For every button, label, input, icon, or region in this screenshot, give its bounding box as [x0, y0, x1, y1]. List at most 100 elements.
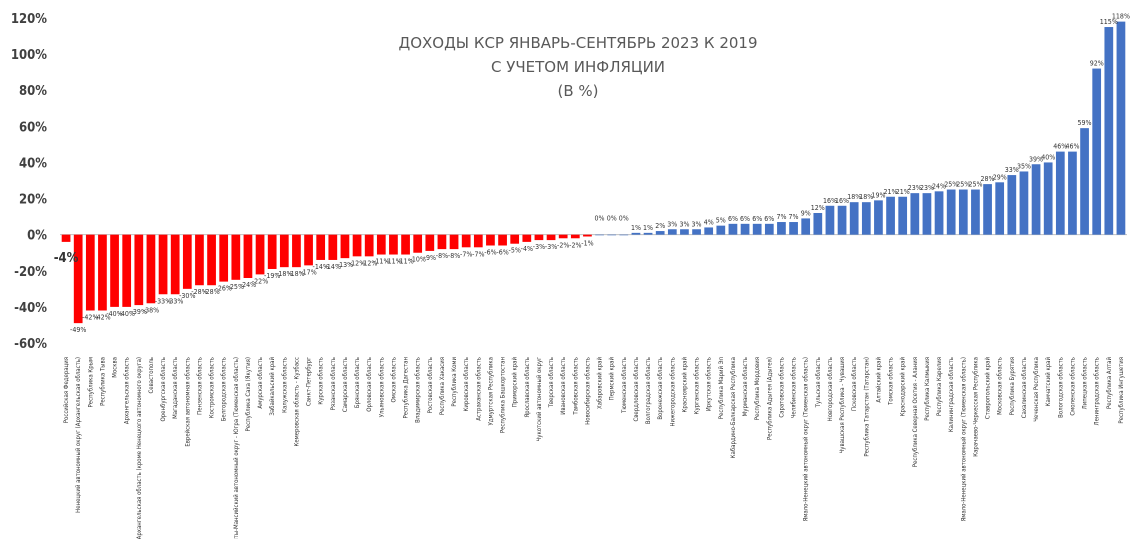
bar	[510, 234, 520, 244]
bar	[874, 200, 883, 235]
bar-value-label: -33%	[155, 297, 171, 305]
bar	[825, 205, 835, 235]
bar	[231, 234, 241, 280]
bar	[61, 234, 71, 242]
bar	[995, 182, 1005, 235]
bar-value-label: 23%	[920, 184, 934, 192]
category-label: Республика Ингушетия	[1118, 357, 1125, 424]
category-label: Тамбовская область	[572, 357, 579, 416]
bar-value-label: -10%	[410, 256, 426, 264]
bar-value-label: -42%	[94, 314, 110, 322]
bar	[158, 234, 168, 295]
category-label: Курская область	[318, 357, 325, 405]
bar-value-label: 25%	[944, 181, 958, 189]
bar-value-label: -13%	[337, 261, 353, 269]
bar	[740, 223, 750, 235]
bar-value-label: 40%	[1041, 153, 1055, 161]
bar	[473, 234, 483, 248]
bar-value-label: 35%	[1017, 162, 1031, 170]
bar	[267, 234, 277, 269]
category-label: Рязанская область	[330, 357, 337, 410]
bar	[340, 234, 350, 259]
category-label: Республика Карелия	[936, 357, 943, 416]
category-label: Ярославская область	[524, 357, 531, 418]
category-label: Чеченская Республика	[1033, 357, 1040, 422]
category-label: Республика Коми	[451, 357, 458, 407]
category-label: Курганская область	[694, 357, 701, 414]
category-label: Иркутская область	[706, 357, 713, 411]
category-label: Нижегородская область	[669, 357, 676, 427]
bar	[849, 202, 859, 235]
bar-value-label: -5%	[509, 247, 521, 255]
bar-value-label: 3%	[679, 220, 689, 228]
category-label: Тульская область	[815, 357, 822, 408]
category-label: Республика Саха (Якутия)	[245, 357, 252, 431]
bar-value-label: 23%	[908, 184, 922, 192]
bar-value-label: -18%	[276, 270, 292, 278]
bars-group	[61, 21, 1126, 324]
category-label: Республика Тыва	[99, 357, 106, 406]
bar-value-label: 24%	[932, 182, 946, 190]
bar-value-label: -49%	[70, 326, 86, 334]
category-label: Республика Башкортостан	[500, 357, 507, 434]
category-label: Брянская область	[354, 357, 361, 408]
bar-value-label: -8%	[448, 252, 460, 260]
bar	[777, 222, 786, 235]
bar	[437, 234, 447, 250]
category-label: Пермский край	[609, 357, 616, 401]
bar-value-label: -39%	[131, 308, 147, 316]
bar-value-label: 18%	[859, 193, 873, 201]
bar-value-label: 28%	[981, 175, 995, 183]
bar	[583, 234, 592, 237]
bar	[704, 227, 714, 235]
bar	[813, 213, 823, 235]
bar-value-label: -2%	[569, 241, 581, 249]
bar-value-label: 3%	[692, 220, 702, 228]
category-label: Республика Татарстан (Татарстан)	[863, 357, 870, 457]
bar-value-label: 7%	[789, 213, 799, 221]
bar	[946, 189, 956, 235]
category-label: Вологодская область	[1057, 357, 1064, 418]
bar	[1007, 175, 1017, 235]
bar-value-label: 46%	[1053, 143, 1067, 151]
bar	[498, 234, 507, 246]
bar-value-label: 29%	[993, 173, 1007, 181]
bar-value-label: 39%	[1029, 155, 1043, 163]
bar	[910, 193, 920, 235]
category-label: Чукотский автономный округ	[536, 357, 543, 442]
category-label: Челябинская область	[791, 357, 798, 418]
category-label: Омская область	[390, 357, 397, 403]
bar-value-label: 3%	[667, 220, 677, 228]
category-label: Новосибирская область	[584, 357, 591, 425]
bar-value-label: 12%	[811, 204, 825, 212]
bar	[207, 234, 216, 286]
bar-value-label: -11%	[397, 258, 413, 266]
category-label: Новгородская область	[827, 357, 834, 421]
bar-value-label: -11%	[385, 258, 401, 266]
bar	[401, 234, 410, 255]
bar	[85, 234, 95, 311]
category-label: Калужская область	[281, 357, 288, 413]
bar	[752, 223, 762, 235]
bar-value-label: 9%	[801, 209, 811, 217]
bar-value-label: 16%	[835, 197, 849, 205]
bar-value-label: 59%	[1078, 119, 1092, 127]
bar-value-label: 21%	[896, 188, 910, 196]
category-label: Республика Дагестан	[403, 357, 410, 419]
bar-value-label: -26%	[216, 285, 232, 293]
category-label: Карачаево-Черкесская Республика	[972, 357, 979, 457]
bar	[352, 234, 362, 257]
bar	[195, 234, 204, 286]
bar	[837, 205, 847, 235]
category-label: Красноярский край	[681, 357, 688, 413]
category-label: Республика Адыгея (Адыгея)	[766, 357, 773, 440]
category-label: Белгородская область	[221, 357, 228, 421]
bar	[1068, 151, 1077, 235]
bar-value-label: 0%	[595, 215, 605, 223]
category-label: Липецкая область	[1082, 357, 1089, 409]
y-tick-label: 60%	[19, 120, 47, 135]
bar-value-label: -6%	[484, 249, 496, 257]
bar	[486, 234, 495, 246]
category-label: Ненецкий автономный округ (Архангельская…	[75, 357, 82, 513]
bar-value-label: 25%	[956, 181, 970, 189]
